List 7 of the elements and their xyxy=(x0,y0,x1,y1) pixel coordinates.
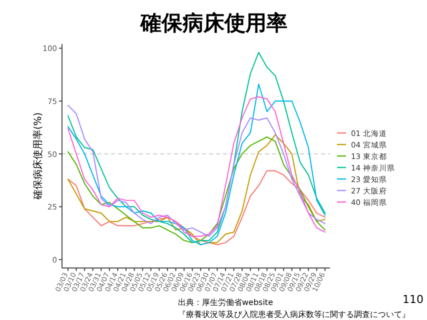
source-note: 出典：厚生労働省website xyxy=(178,298,274,307)
y-axis-title: 確保病床使用率(%) xyxy=(32,112,44,201)
line-series xyxy=(67,170,326,246)
text: 『療養状況等及び入院患者受入病床数等に関する調査について』 xyxy=(178,310,410,319)
text: 110 xyxy=(402,293,424,306)
chart-title: 確保病床使用率 xyxy=(140,11,288,35)
line-series xyxy=(67,52,326,244)
